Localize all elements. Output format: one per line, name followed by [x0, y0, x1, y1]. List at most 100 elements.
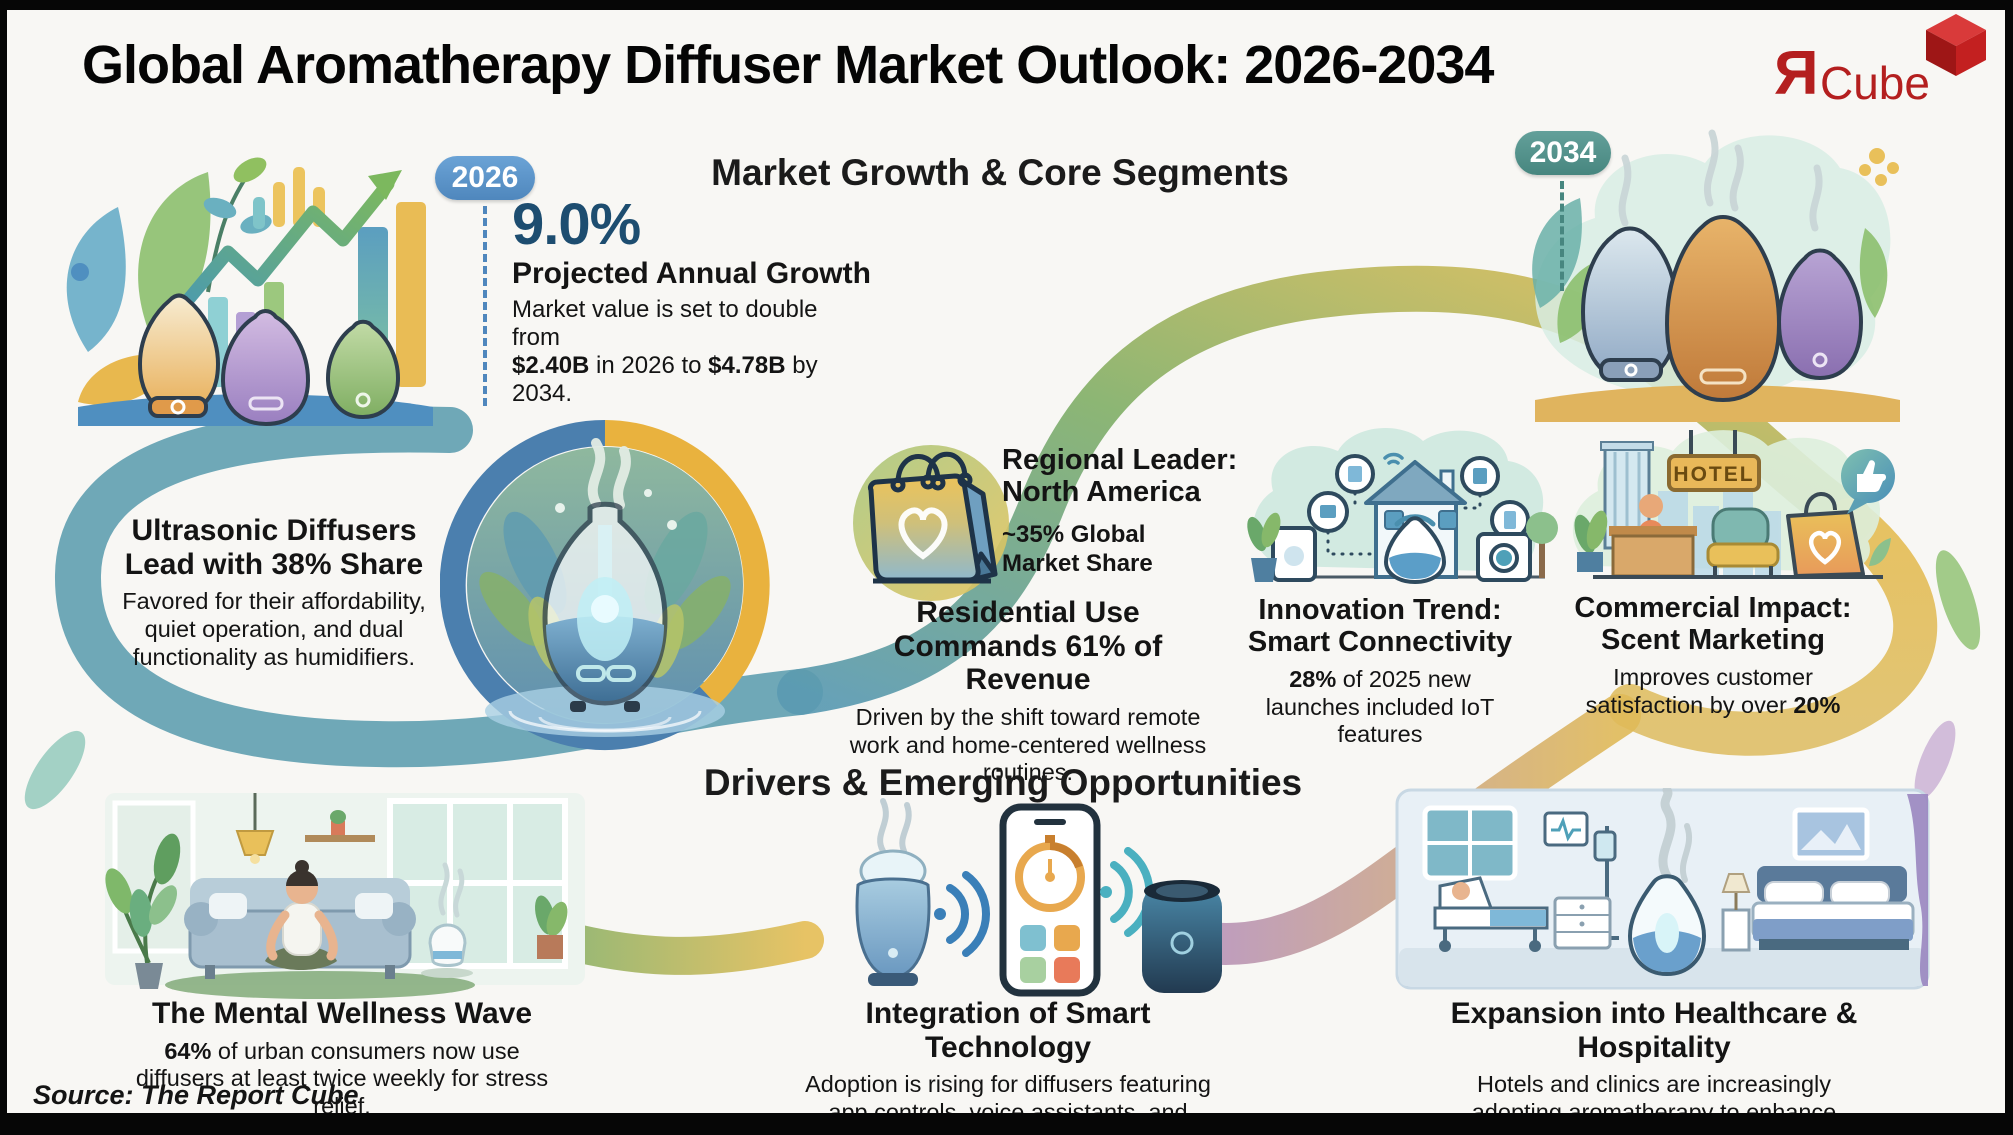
- card-title-line: The Mental Wellness Wave: [151, 997, 533, 1030]
- market-growth-illustration: [58, 112, 443, 427]
- reception-desk: [1609, 494, 1697, 578]
- window: [1422, 805, 1518, 881]
- card-title-line: North America: [1002, 476, 1201, 509]
- plant-icon: [535, 895, 568, 959]
- hotel-bed-icon: [1751, 866, 1915, 950]
- section-heading-drivers: Drivers & Emerging Opportunities: [703, 762, 1303, 803]
- picture-frame: [1792, 807, 1870, 861]
- cube-icon: [1926, 14, 1986, 76]
- card-title-line: Expansion into Healthcare & Hospitality: [1450, 997, 1858, 1064]
- plant-icon: [1247, 512, 1281, 582]
- leaf-icon: [24, 730, 86, 810]
- diffuser-icon: [421, 862, 473, 978]
- page-title: Global Aromatherapy Diffuser Market Outl…: [82, 35, 1494, 95]
- timeline-dash-2026: [483, 206, 487, 406]
- card-body: Favored for their affordability, quiet o…: [122, 588, 426, 670]
- card-title-line: Smart Connectivity: [1247, 626, 1513, 659]
- mirror: [112, 800, 196, 954]
- card-body: Driven by the shift toward remote work a…: [849, 703, 1207, 786]
- brand-logo: Я Cube: [1768, 12, 1996, 112]
- card-title-line: Lead with 38% Share: [124, 547, 424, 581]
- stat-value: 64%: [164, 1037, 212, 1064]
- note-mid: in 2026 to: [589, 352, 709, 380]
- card-wellness: The Mental Wellness Wave 64% of urban co…: [122, 997, 562, 1121]
- steam-icon: [1618, 129, 1823, 232]
- card-residential: Residential Use Commands 61% of Revenue …: [828, 596, 1228, 787]
- card-title-line: Scent Marketing: [1601, 624, 1825, 657]
- glass-diffuser-icon: [542, 501, 668, 712]
- smart-technology-illustration: [798, 793, 1228, 1001]
- steam-icon: [1658, 785, 1693, 883]
- bedside-lamp-icon: [1721, 873, 1751, 952]
- ultrasonic-diffuser-circle-illustration: [439, 413, 770, 751]
- healthcare-hospitality-illustration: [1395, 785, 1930, 1000]
- diffuser-icon: [1580, 226, 1680, 383]
- stat-value: 28%: [1289, 665, 1337, 692]
- value-2034: $4.78B: [708, 352, 786, 380]
- pendant-lamp-icon: [235, 793, 275, 864]
- plant-icon: [1574, 510, 1891, 572]
- frame-bottom: [0, 1113, 2013, 1135]
- meditating-person: [265, 860, 338, 970]
- rug: [165, 971, 475, 999]
- water-ripple: [485, 685, 725, 737]
- hotel-sign: HOTEL: [1667, 430, 1761, 492]
- tree-icon: [1526, 512, 1558, 578]
- section-heading-market: Market Growth & Core Segments: [711, 152, 1289, 193]
- growth-rate: 9.0%: [512, 192, 641, 257]
- wifi-dot: [934, 908, 946, 920]
- regional-stat: ~35% Global Market Share: [1002, 521, 1262, 579]
- vital-monitor-icon: [1543, 811, 1589, 847]
- hotel-scent-marketing-illustration: HOTEL: [1563, 416, 1898, 588]
- logo-letter: Я: [1774, 39, 1819, 108]
- diffuser-icon: [325, 319, 401, 420]
- smart-speaker-icon: [1142, 880, 1222, 993]
- ribbon-right-arc: [1608, 498, 1938, 756]
- card-title-line: Commercial Impact:: [1574, 592, 1852, 624]
- cabinet-icon: [1553, 896, 1612, 950]
- plant-icon: [105, 833, 181, 989]
- growth-stat-block: 9.0% Projected Annual Growth Market valu…: [512, 196, 872, 409]
- card-innovation: Innovation Trend: Smart Connectivity 28%…: [1218, 594, 1542, 749]
- smart-home-illustration: [1243, 416, 1558, 588]
- wall-shelf: [305, 810, 375, 842]
- value-2026: $2.40B: [512, 352, 590, 380]
- card-title-line: Innovation Trend:: [1258, 594, 1502, 626]
- card-body: 28% of 2025 new launches included IoT fe…: [1256, 666, 1504, 749]
- frame-top: [0, 0, 2013, 10]
- diffuser-icon: [137, 293, 221, 418]
- mist-dot: [644, 489, 652, 497]
- leaf-icon: [1914, 720, 1956, 800]
- timeline-dash-2034: [1560, 181, 1564, 291]
- growth-note-line1: Market value is set to double from: [512, 295, 818, 351]
- lounge-chair: [1706, 507, 1780, 576]
- frame-right: [2005, 0, 2013, 1135]
- steam-icon: [877, 798, 912, 854]
- year-badge-2026: 2026: [435, 156, 535, 200]
- thumbs-up-icon: [1841, 449, 1895, 514]
- stat-rest: of 2025 new launches included IoT featur…: [1265, 665, 1495, 748]
- diffuser-icon: [1383, 516, 1447, 585]
- card-title-line: Regional Leader:: [1002, 444, 1238, 476]
- frame-left: [0, 0, 7, 1135]
- hospital-bed-icon: [1433, 876, 1549, 952]
- tablet-icon: [1271, 526, 1317, 582]
- card-title-line: Commands 61% of Revenue: [893, 629, 1163, 697]
- window: [387, 798, 568, 969]
- heart-icon: [1808, 530, 1842, 565]
- diffuser-icon: [1776, 248, 1864, 381]
- card-commercial: Commercial Impact: Scent Marketing Impro…: [1552, 592, 1874, 719]
- logo-wordmark: Cube: [1820, 57, 1930, 109]
- share-ring-yellow: [604, 420, 770, 706]
- growth-note-line2: $2.40B in 2026 to $4.78B by 2034.: [512, 352, 872, 409]
- leaf-icon: [1935, 550, 1981, 650]
- card-regional-leader: Regional Leader: North America ~35% Glob…: [1002, 444, 1262, 579]
- steam-icon: [587, 438, 631, 510]
- growth-arrow-icon: [171, 170, 402, 319]
- diffusers-2034-illustration: [1505, 108, 1910, 426]
- hotel-sign-label: HOTEL: [1673, 463, 1754, 486]
- mental-wellness-illustration: [105, 793, 585, 1003]
- year-badge-2034: 2034: [1515, 131, 1611, 175]
- wifi-icon: [1383, 452, 1404, 465]
